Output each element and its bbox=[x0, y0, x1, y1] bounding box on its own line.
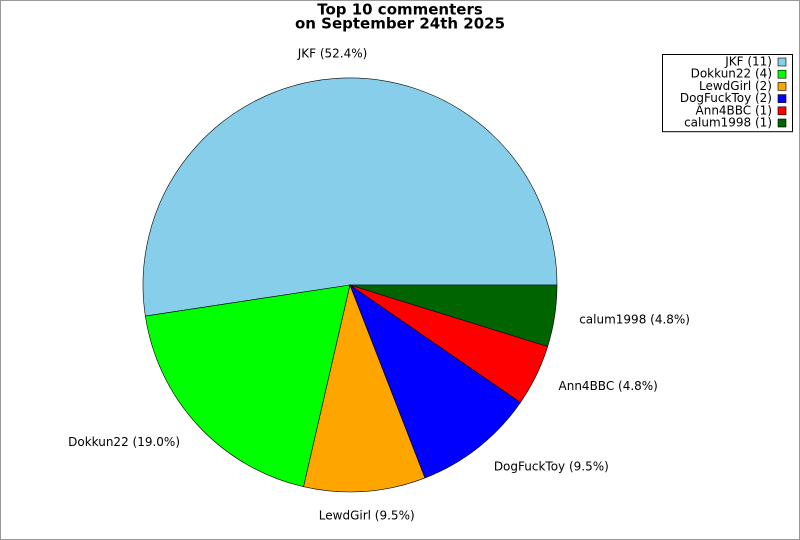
pie-slice bbox=[349, 284, 558, 347]
legend-box bbox=[662, 54, 793, 133]
pie-slice bbox=[145, 284, 351, 488]
legend-swatch bbox=[777, 69, 787, 79]
slice-label: Dokkun22 (19.0%) bbox=[68, 435, 180, 449]
chart-title: on September 24th 2025 bbox=[295, 15, 505, 33]
slice-label: calum1998 (4.8%) bbox=[579, 312, 690, 326]
legend-swatch bbox=[777, 82, 787, 91]
legend-label: Ann4BBC (1) bbox=[696, 103, 773, 117]
legend-swatch bbox=[777, 57, 787, 67]
pie-slice bbox=[142, 77, 558, 317]
legend-label: JKF (11) bbox=[724, 55, 772, 69]
slice-label: LewdGirl (9.5%) bbox=[319, 509, 415, 523]
chart-title: Top 10 commenters bbox=[317, 1, 483, 19]
legend-label: DogFuckToy (2) bbox=[680, 91, 772, 105]
pie-slice bbox=[349, 284, 521, 479]
legend-swatch bbox=[777, 118, 787, 128]
pie-slice bbox=[303, 283, 426, 493]
slice-label: Ann4BBC (4.8%) bbox=[559, 379, 658, 393]
legend-swatch bbox=[777, 94, 787, 103]
slice-label: JKF (52.4%) bbox=[297, 46, 368, 60]
legend-label: calum1998 (1) bbox=[684, 116, 772, 130]
legend-label: Dokkun22 (4) bbox=[691, 67, 772, 81]
slice-label: DogFuckToy (9.5%) bbox=[494, 459, 609, 473]
legend-swatch bbox=[777, 106, 787, 116]
legend-label: LewdGirl (2) bbox=[699, 79, 772, 93]
